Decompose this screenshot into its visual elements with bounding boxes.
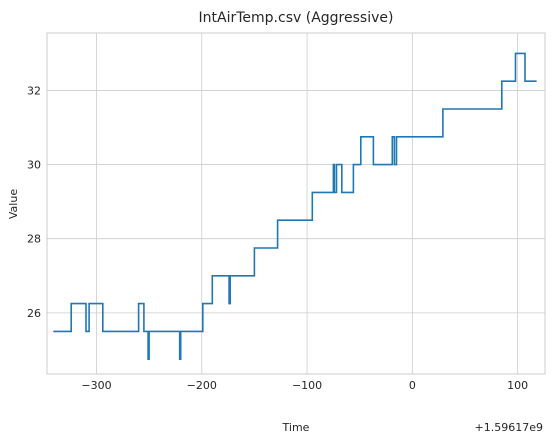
x-tick-label: 0 xyxy=(409,379,416,392)
x-tick-labels: −300 −200 −100 0 100 xyxy=(81,379,528,392)
y-tick-label: 26 xyxy=(27,307,41,320)
y-tick-label: 30 xyxy=(27,159,41,172)
plot-frame xyxy=(46,32,546,375)
x-gridlines xyxy=(96,33,519,374)
chart-title: IntAirTemp.csv (Aggressive) xyxy=(199,10,394,26)
y-tick-labels: 26 28 30 32 xyxy=(27,84,41,319)
series-layer xyxy=(53,52,537,361)
x-tick-label: −300 xyxy=(81,379,111,392)
y-axis-label: Value xyxy=(7,189,20,219)
y-tick-label: 28 xyxy=(27,233,41,246)
y-tick-label: 32 xyxy=(27,84,41,97)
series-line xyxy=(53,52,537,361)
x-axis-offset-label: +1.59617e9 xyxy=(475,421,543,434)
y-gridlines xyxy=(47,90,545,314)
x-tick-label: −200 xyxy=(187,379,217,392)
x-tick-label: −100 xyxy=(292,379,322,392)
x-axis-label: Time xyxy=(282,421,310,434)
x-tick-label: 100 xyxy=(507,379,528,392)
